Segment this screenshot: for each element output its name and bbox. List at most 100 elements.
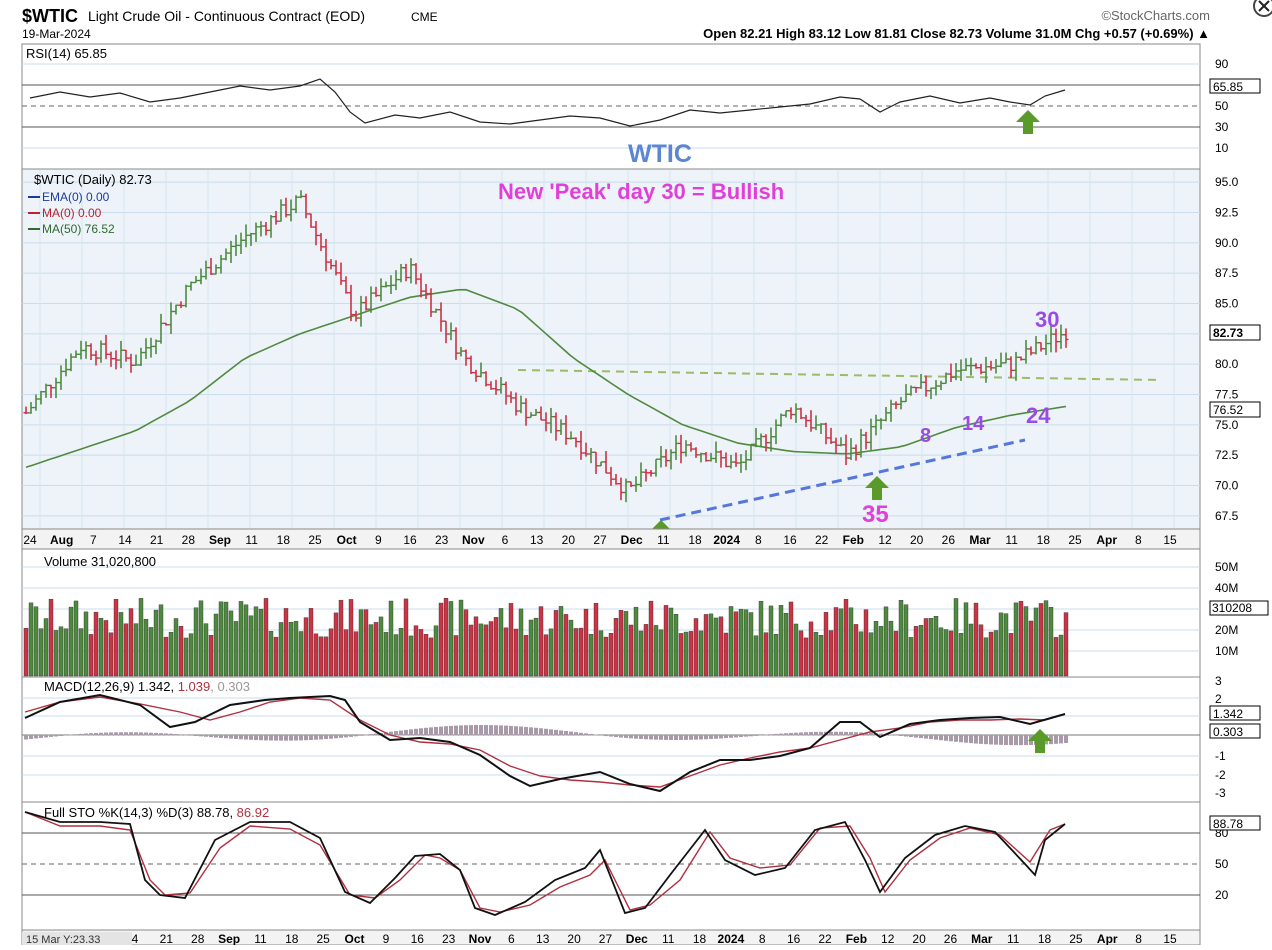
date-tick: Sep [209, 533, 231, 547]
volume-bar [238, 601, 244, 677]
macd-hist-bar [434, 726, 438, 736]
macd-hist-bar [844, 731, 848, 736]
volume-bar [103, 620, 109, 677]
macd-hist-bar [519, 726, 523, 736]
volume-bar [403, 598, 409, 677]
volume-bar [978, 624, 984, 677]
macd-hist-bar [804, 732, 808, 736]
volume-bar [308, 608, 314, 677]
macd-hist-bar [369, 734, 373, 736]
volume-bar [588, 634, 594, 677]
bottom-date-tick: 18 [285, 932, 299, 945]
macd-hist-text: 0.303 [1213, 725, 1243, 739]
macd-hist-bar [539, 728, 543, 736]
macd-hist-bar [339, 735, 343, 738]
macd-signal-line [24, 696, 1066, 788]
sto-d-line [24, 811, 1066, 913]
volume-panel: 50M 40M 20M 10M 310208 Volume 31,020,800 [21, 548, 1269, 678]
volume-bar [713, 617, 719, 677]
macd-hist-bar [314, 735, 318, 740]
macd-hist-bar [669, 735, 673, 740]
macd-hist-bar [929, 735, 933, 740]
macd-hist-bar [994, 735, 998, 745]
volume-bar [203, 623, 209, 677]
volume-bar [293, 621, 299, 677]
macd-hist-bar [429, 727, 433, 736]
volume-bar [638, 630, 644, 677]
volume-bar [438, 602, 444, 677]
date-tick: Mar [969, 533, 991, 547]
macd-hist-bar [719, 735, 723, 739]
macd-hist-bar [724, 735, 728, 739]
macd-hist-bar [544, 728, 548, 736]
volume-bar [653, 625, 659, 677]
volume-bar [223, 601, 229, 677]
volume-bar [1013, 602, 1019, 677]
bottom-date-tick: 20 [912, 932, 926, 945]
volume-bar [733, 611, 739, 677]
macd-hist-bar [34, 735, 38, 739]
price-tick: 85.0 [1215, 296, 1239, 310]
volume-bar [373, 622, 379, 677]
bottom-date-tick: 28 [191, 932, 205, 945]
volume-bar [113, 599, 119, 677]
macd-hist-bar [259, 735, 263, 741]
date-tick: 18 [1037, 533, 1051, 547]
volume-bar [643, 624, 649, 677]
rsi-tick: 10 [1215, 141, 1229, 155]
macd-hist-bar [419, 728, 423, 736]
volume-bar [798, 630, 804, 677]
macd-hist-bar [484, 725, 488, 736]
macd-hist-bar [769, 734, 773, 736]
volume-bar [673, 614, 679, 677]
bottom-date-tick: 13 [536, 932, 550, 945]
bottom-date-tick: 18 [1038, 932, 1052, 945]
macd-hist-bar [44, 735, 48, 738]
volume-bar [583, 608, 589, 677]
macd-hist-bar [104, 732, 108, 736]
macd-hist-bar [134, 732, 138, 736]
volume-bar [963, 602, 969, 677]
volume-bar [728, 606, 734, 677]
volume-bar [418, 629, 424, 677]
bottom-date-tick: Feb [846, 932, 867, 945]
macd-hist-bar [784, 733, 788, 736]
volume-bar [508, 603, 514, 677]
volume-bar [228, 610, 234, 677]
annotation-30: 30 [1035, 307, 1059, 332]
volume-bar [983, 637, 989, 677]
volume-bar [388, 600, 394, 677]
macd-hist-bar [559, 730, 563, 736]
macd-hist-bar [829, 731, 833, 736]
volume-bar [948, 630, 954, 677]
macd-hist-bar [184, 734, 188, 736]
ma50-value-text: 76.52 [1213, 403, 1243, 417]
macd-hist-bar [359, 735, 363, 736]
price-tick: 90.0 [1215, 236, 1239, 250]
volume-bar [773, 633, 779, 677]
macd-hist-bar [474, 725, 478, 736]
macd-hist-bar [749, 735, 753, 737]
bottom-date-tick: 27 [599, 932, 613, 945]
volume-bar [813, 631, 819, 677]
macd-hist-bar [109, 732, 113, 736]
volume-bar [678, 633, 684, 677]
macd-hist-bar [299, 735, 303, 741]
volume-bar [463, 609, 469, 677]
volume-bar [788, 601, 794, 677]
macd-hist-bar [659, 735, 663, 740]
date-tick: 9 [375, 533, 382, 547]
macd-hist-bar [334, 735, 338, 739]
volume-bar [618, 610, 624, 677]
volume-bar [973, 602, 979, 677]
macd-hist-bar [394, 731, 398, 736]
volume-bar [48, 599, 54, 677]
close-icon[interactable] [1253, 0, 1272, 17]
rsi-value-tag [1209, 78, 1261, 94]
macd-hist-bar [29, 735, 33, 739]
volume-bar [38, 628, 44, 677]
macd-hist-bar [194, 735, 198, 736]
date-tick: 14 [118, 533, 132, 547]
